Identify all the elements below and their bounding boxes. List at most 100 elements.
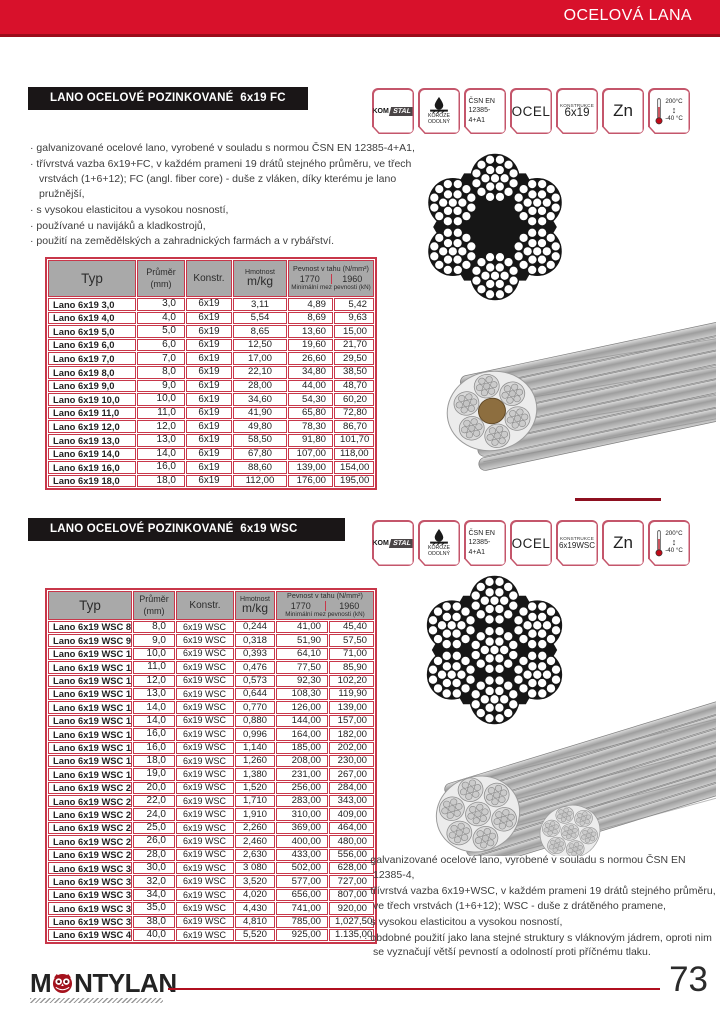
table-cell: 1,140 xyxy=(235,741,275,754)
table-cell: 4,020 xyxy=(235,888,275,902)
page-number: 73 xyxy=(669,960,708,999)
table-cell: 369,00 xyxy=(276,821,328,835)
table-cell: 6x19 WSC xyxy=(176,781,234,795)
table-cell: 230,00 xyxy=(329,754,374,768)
table-cell: 0,476 xyxy=(235,661,275,674)
table-cell: 5,520 xyxy=(235,928,275,942)
construction-badge: KONSTRUKCE 6x19WSC xyxy=(556,520,598,566)
table-cell: 433,00 xyxy=(276,848,328,862)
table-row: Lano 6x19 WSC 32 32,0 6x19 WSC 3,520 577,00 7… xyxy=(48,875,374,888)
table-cell: 40,0 xyxy=(133,928,175,942)
up-down-arrow-icon: ↕ xyxy=(671,105,677,116)
table-cell: 92,30 xyxy=(276,674,328,687)
table-cell: 0,644 xyxy=(235,687,275,701)
table-cell: 44,00 xyxy=(288,379,333,393)
zinc-coated-badge: Zn xyxy=(602,520,644,566)
table-cell: 78,30 xyxy=(288,420,333,433)
table-cell: 1.135,00 xyxy=(329,928,374,942)
table-cell: 13,0 xyxy=(137,433,185,447)
table-cell: 6x19 WSC xyxy=(176,661,234,674)
table-row: Lano 6x19 WSC 10 10,0 6x19 WSC 0,393 64,10 71… xyxy=(48,647,374,661)
table-cell: 22,10 xyxy=(233,365,287,379)
table-row: Lano 6x19 WSC 14 14,0 6x19 WSC 0,770 126,00 1… xyxy=(48,701,374,714)
table-cell: 8,69 xyxy=(288,311,333,325)
table-cell: Lano 6x19 WSC 25 xyxy=(48,821,132,835)
table-row: Lano 6x19 WSC 15 14,0 6x19 WSC 0,880 144,00 1… xyxy=(48,714,374,728)
table-cell: 5,42 xyxy=(334,298,374,311)
table-cell: 6x19 WSC xyxy=(176,875,234,888)
table-cell: 9,0 xyxy=(137,379,185,393)
table-cell: 38,50 xyxy=(334,365,374,379)
table-cell: 32,0 xyxy=(133,875,175,888)
table-cell: Lano 6x19 WSC 15 xyxy=(48,714,132,728)
table-cell: 28,00 xyxy=(233,379,287,393)
table-cell: Lano 6x19 WSC 17 xyxy=(48,741,132,754)
table-cell: 6x19 xyxy=(186,379,232,393)
table-cell: 6x19 WSC xyxy=(176,768,234,781)
table-cell: Lano 6x19 4,0 xyxy=(48,311,136,325)
section-title-wsc: LANO OCELOVÉ POZINKOVANÉ 6x19 WSC xyxy=(28,518,345,541)
table-cell: 119,90 xyxy=(329,687,374,701)
table-cell: 4,430 xyxy=(235,902,275,915)
table-cell: Lano 6x19 WSC 14 xyxy=(48,701,132,714)
page-title: OCELOVÁ LANA xyxy=(563,7,692,24)
table-cell: 22,0 xyxy=(133,795,175,808)
table-row: Lano 6x19 WSC 26 26,0 6x19 WSC 2,460 400,00 4… xyxy=(48,835,374,848)
bullet-item: · použití na zemědělských a zahradnickýc… xyxy=(30,235,335,248)
table-cell: 8,0 xyxy=(133,621,175,634)
table-cell: 12,0 xyxy=(133,674,175,687)
table-cell: 19,0 xyxy=(133,768,175,781)
table-cell: 38,0 xyxy=(133,915,175,928)
komstal-logo: KOM STAL xyxy=(374,538,413,548)
table-cell: 6x19 WSC xyxy=(176,647,234,661)
table-cell: 6x19 WSC xyxy=(176,888,234,902)
table-cell: 88,60 xyxy=(233,461,287,474)
table-cell: 577,00 xyxy=(276,875,328,888)
steel-badge: OCEL xyxy=(510,88,552,134)
corrosion-resistant-badge: KOROZE ODOLNÝ xyxy=(418,520,460,566)
badge-row-wsc: KOM STAL KOROZE ODOLNÝ xyxy=(372,520,690,566)
table-cell: 6x19 xyxy=(186,311,232,325)
csn-norm-text: ČSN EN 12385- 4+A1 xyxy=(468,98,495,124)
table-cell: 6x19 WSC xyxy=(176,808,234,821)
table-cell: 77,50 xyxy=(276,661,328,674)
section-title-fc: LANO OCELOVÉ POZINKOVANÉ 6x19 FC xyxy=(28,87,308,110)
table-cell: 8,65 xyxy=(233,325,287,338)
table-cell: Lano 6x19 WSC 20 xyxy=(48,781,132,795)
table-cell: 6x19 WSC xyxy=(176,754,234,768)
table-row: Lano 6x19 WSC 38 38,0 6x19 WSC 4,810 785,00 1… xyxy=(48,915,374,928)
table-cell: 6x19 xyxy=(186,447,232,461)
table-cell: 15,00 xyxy=(334,325,374,338)
temperature-range-badge: 200°C ↕ -40 °C xyxy=(648,88,690,134)
table-row: Lano 6x19 16,0 16,0 6x19 88,60 139,00 154,00 xyxy=(48,461,374,474)
table-cell: 26,0 xyxy=(133,835,175,848)
table-cell: 208,00 xyxy=(276,754,328,768)
table-row: Lano 6x19 12,0 12,0 6x19 49,80 78,30 86,70 xyxy=(48,420,374,433)
table-header-row: Typ Průměr (mm) Konstr. Hmotnost m/kg Pe… xyxy=(48,260,374,297)
rope-cross-section-diagram-fc xyxy=(420,148,570,306)
table-cell: 343,00 xyxy=(329,795,374,808)
table-cell: Lano 6x19 WSC 30 xyxy=(48,862,132,875)
table-cell: 6x19 xyxy=(186,298,232,311)
description-list-fc: · galvanizované ocelové lano, vyrobené v… xyxy=(30,141,432,250)
table-cell: Lano 6x19 3,0 xyxy=(48,298,136,311)
table-cell: 6x19 xyxy=(186,393,232,406)
table-cell: 6x19 WSC xyxy=(176,741,234,754)
table-cell: Lano 6x19 5,0 xyxy=(48,325,136,338)
table-cell: 0,244 xyxy=(235,621,275,634)
table-cell: 5,54 xyxy=(233,311,287,325)
table-cell: 4,89 xyxy=(288,298,333,311)
corrosion-resistant-badge: KOROZE ODOLNÝ xyxy=(418,88,460,134)
table-cell: Lano 6x19 12,0 xyxy=(48,420,136,433)
table-cell: 112,00 xyxy=(233,474,287,488)
col-typ: Typ xyxy=(48,591,132,620)
page-header-bar: OCELOVÁ LANA xyxy=(0,0,720,37)
bullet-item: · obdobné použití jako lana stejné struk… xyxy=(364,931,712,959)
table-row: Lano 6x19 6,0 6,0 6x19 12,50 19,60 21,70 xyxy=(48,338,374,352)
table-cell: 1,520 xyxy=(235,781,275,795)
table-cell: 2,460 xyxy=(235,835,275,848)
table-cell: 195,00 xyxy=(334,474,374,488)
table-cell: 1,910 xyxy=(235,808,275,821)
bullet-item: · s vysokou elasticitou a vysokou nosnos… xyxy=(30,203,229,216)
